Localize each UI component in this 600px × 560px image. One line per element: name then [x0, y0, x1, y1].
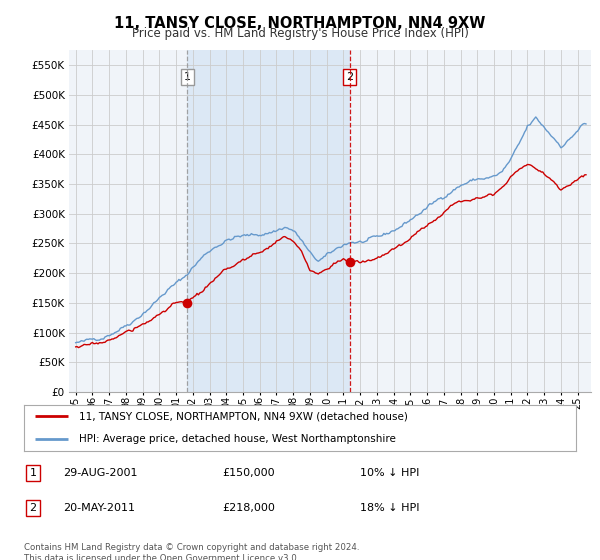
Text: 11, TANSY CLOSE, NORTHAMPTON, NN4 9XW (detached house): 11, TANSY CLOSE, NORTHAMPTON, NN4 9XW (d… [79, 412, 408, 421]
Text: 20-MAY-2011: 20-MAY-2011 [63, 503, 135, 513]
Text: 11, TANSY CLOSE, NORTHAMPTON, NN4 9XW: 11, TANSY CLOSE, NORTHAMPTON, NN4 9XW [115, 16, 485, 31]
Text: Price paid vs. HM Land Registry's House Price Index (HPI): Price paid vs. HM Land Registry's House … [131, 27, 469, 40]
Text: 29-AUG-2001: 29-AUG-2001 [63, 468, 137, 478]
Text: 2: 2 [29, 503, 37, 513]
Text: 18% ↓ HPI: 18% ↓ HPI [360, 503, 419, 513]
Text: £218,000: £218,000 [222, 503, 275, 513]
Text: 1: 1 [184, 72, 191, 82]
Text: Contains HM Land Registry data © Crown copyright and database right 2024.
This d: Contains HM Land Registry data © Crown c… [24, 543, 359, 560]
Text: HPI: Average price, detached house, West Northamptonshire: HPI: Average price, detached house, West… [79, 435, 396, 444]
Text: 10% ↓ HPI: 10% ↓ HPI [360, 468, 419, 478]
Text: 2: 2 [346, 72, 353, 82]
Bar [187, 50, 350, 392]
Text: 1: 1 [29, 468, 37, 478]
Text: £150,000: £150,000 [222, 468, 275, 478]
